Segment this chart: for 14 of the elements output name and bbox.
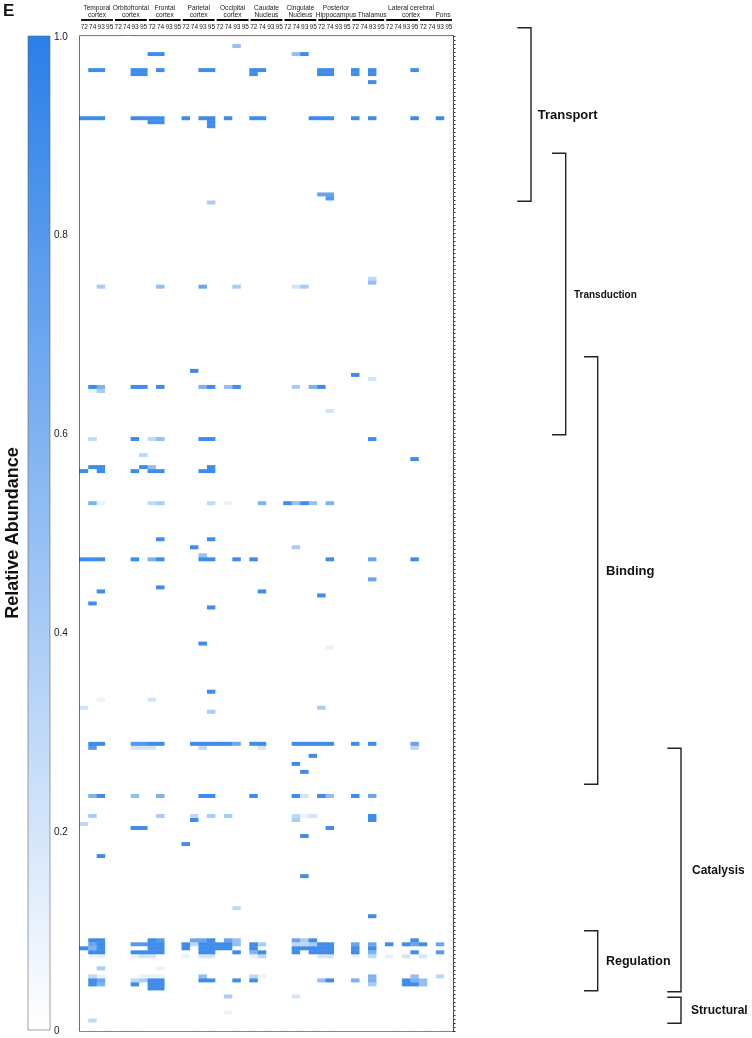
text: Transduction [574, 288, 637, 300]
color-bar-label: 0.8 [54, 229, 69, 241]
text: Structural [691, 1003, 748, 1018]
text: Transport [537, 107, 599, 122]
chart-title: E [3, 1, 15, 20]
color-bar-label: 0.2 [54, 825, 69, 837]
text: Binding [606, 563, 655, 578]
color-bar-label: 0.4 [54, 626, 69, 638]
color-bar-title: Relative Abundance [2, 447, 22, 619]
text: Regulation [606, 953, 671, 968]
color-bar-label: 0 [54, 1024, 60, 1036]
color-bar-label: 1.0 [54, 30, 69, 42]
color-bar-label: 0.6 [54, 428, 69, 440]
text: Catalysis [692, 863, 746, 877]
